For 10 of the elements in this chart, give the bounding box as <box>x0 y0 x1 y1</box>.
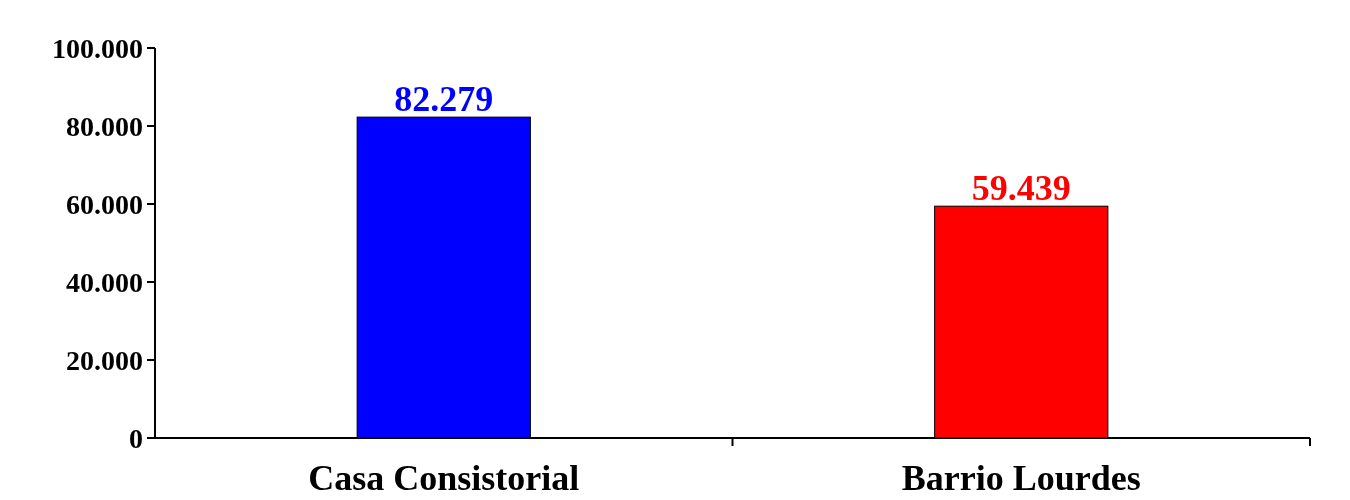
y-tick-label: 20.000 <box>66 344 143 376</box>
y-tick-label: 0 <box>129 422 143 454</box>
y-tick-label: 40.000 <box>66 266 143 298</box>
y-tick-label: 80.000 <box>66 110 143 142</box>
data-label: 82.279 <box>394 79 494 120</box>
x-tick-label: Casa Consistorial <box>308 458 580 498</box>
x-tick-label: Barrio Lourdes <box>901 458 1141 498</box>
y-tick-label: 60.000 <box>66 188 143 220</box>
y-tick-label: 100.000 <box>52 32 143 64</box>
data-label: 59.439 <box>971 168 1071 209</box>
